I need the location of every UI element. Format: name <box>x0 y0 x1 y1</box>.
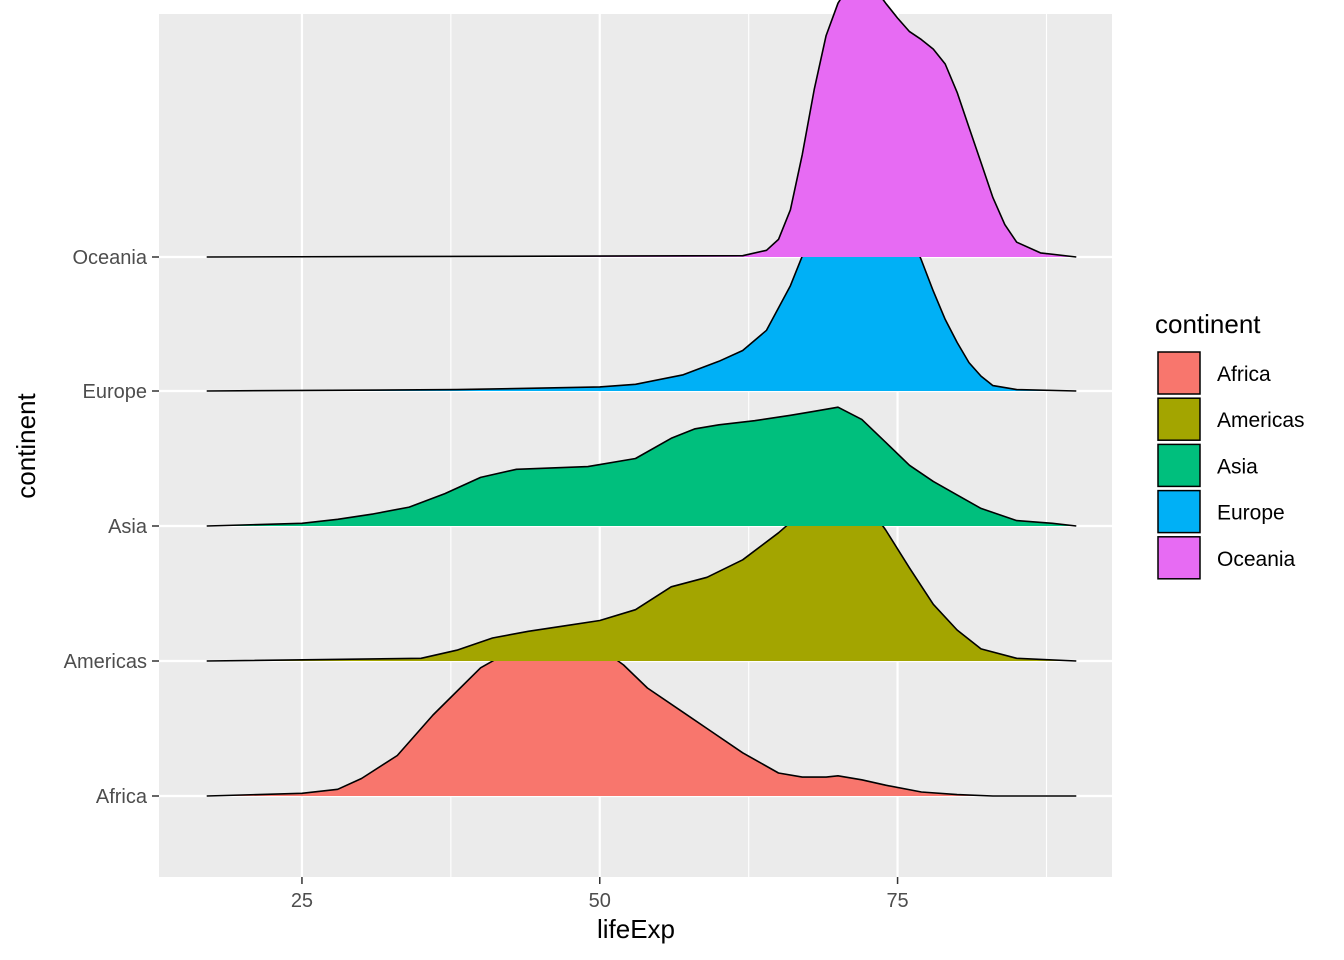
y-tick-label: Africa <box>96 786 148 808</box>
y-axis: Africa Americas Asia Europe Oceania <box>64 247 159 808</box>
legend-items: Africa Americas Asia Europe Oceania <box>1157 351 1305 580</box>
ridge-outline-oceania <box>206 0 1077 258</box>
ridge-outline-africa <box>206 633 1077 797</box>
legend-label: Europe <box>1217 502 1285 525</box>
ridge-outline-asia <box>206 406 1077 527</box>
legend-label: Asia <box>1217 455 1258 478</box>
ridge-fill-asia <box>206 407 1077 526</box>
density-ridges <box>206 0 1077 797</box>
legend-swatch <box>1157 443 1201 488</box>
legend-title: continent <box>1155 309 1261 339</box>
legend-swatch <box>1157 397 1201 441</box>
x-tick-label: 50 <box>589 890 611 912</box>
y-tick-label: Americas <box>64 651 147 673</box>
x-axis-title: lifeExp <box>597 914 675 944</box>
x-tick-label: 75 <box>886 890 908 912</box>
legend-label: Americas <box>1217 409 1305 432</box>
ridge-fill-americas <box>206 486 1077 661</box>
x-axis: 25 50 75 <box>291 877 909 912</box>
legend-swatch <box>1157 351 1201 395</box>
x-tick-label: 25 <box>291 890 313 912</box>
legend-label: Africa <box>1217 363 1271 386</box>
ridge-outline-americas <box>206 486 1077 662</box>
ridge-fill-oceania <box>206 0 1077 257</box>
legend-swatch <box>1157 489 1201 534</box>
y-tick-label: Asia <box>108 516 148 538</box>
legend-label: Oceania <box>1217 548 1296 571</box>
y-tick-label: Oceania <box>73 247 148 269</box>
y-axis-title: continent <box>11 392 41 498</box>
legend: continent Africa Americas Asia Europe Oceani… <box>1155 309 1305 580</box>
legend-swatch <box>1157 536 1201 580</box>
ridge-fill-africa <box>206 634 1077 796</box>
y-tick-label: Europe <box>83 381 148 403</box>
